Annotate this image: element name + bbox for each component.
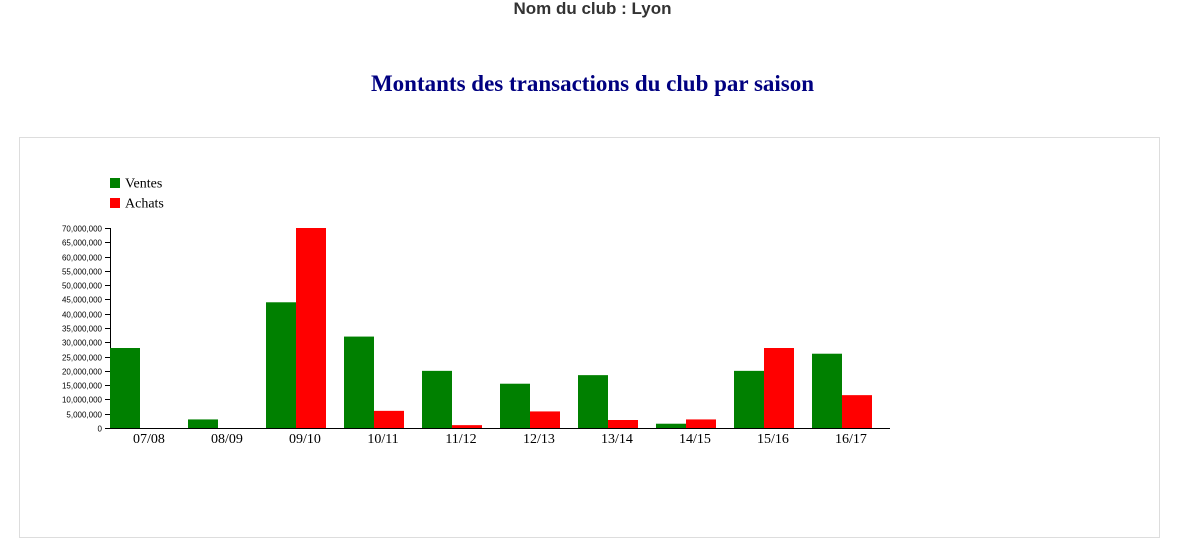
x-tick-label-4: 11/12 [445, 432, 476, 447]
y-tick-label-4: 20,000,000 [62, 368, 103, 377]
bars [110, 228, 872, 428]
x-tick-label-3: 10/11 [367, 432, 398, 447]
bar-achats-2 [296, 228, 326, 428]
y-tick-label-2: 10,000,000 [62, 396, 103, 405]
x-axis: 07/08 08/09 09/10 10/11 11/12 12/13 13/14 14/15… [110, 428, 890, 447]
y-tick-label-13: 65,000,000 [62, 239, 103, 248]
x-tick-label-6: 13/14 [601, 432, 633, 447]
chart-panel [19, 137, 1160, 538]
bar-achats-5 [530, 411, 560, 428]
y-tick-label-9: 45,000,000 [62, 296, 103, 305]
x-tick-label-9: 16/17 [835, 432, 867, 447]
legend-swatch-0 [110, 178, 120, 188]
bar-ventes-2 [266, 302, 296, 428]
legend-label-0: Ventes [125, 177, 162, 192]
y-tick-label-10: 50,000,000 [62, 282, 103, 291]
y-tick-label-14: 70,000,000 [62, 225, 103, 234]
bar-ventes-8 [734, 370, 764, 428]
club-name-heading: Nom du club : Lyon [513, 0, 672, 18]
bar-ventes-4 [422, 370, 452, 428]
bar-ventes-1 [188, 419, 218, 428]
bar-achats-9 [842, 395, 872, 428]
bar-ventes-0 [110, 348, 140, 428]
y-tick-label-6: 30,000,000 [62, 339, 103, 348]
x-tick-label-2: 09/10 [289, 432, 321, 447]
bar-achats-4 [452, 425, 482, 428]
x-tick-label-7: 14/15 [679, 432, 711, 447]
x-tick-label-1: 08/09 [211, 432, 243, 447]
y-tick-label-11: 55,000,000 [62, 268, 103, 277]
bar-achats-3 [374, 410, 404, 428]
y-tick-label-0: 0 [98, 425, 103, 434]
y-tick-label-5: 25,000,000 [62, 354, 103, 363]
y-tick-label-12: 60,000,000 [62, 254, 103, 263]
x-tick-label-8: 15/16 [757, 432, 789, 447]
bar-ventes-7 [656, 423, 686, 428]
y-tick-label-1: 5,000,000 [66, 411, 102, 420]
bar-ventes-3 [344, 336, 374, 428]
bar-achats-7 [686, 419, 716, 428]
y-tick-label-8: 40,000,000 [62, 311, 103, 320]
bar-ventes-5 [500, 383, 530, 428]
legend: Ventes Achats [110, 177, 164, 212]
x-tick-label-5: 12/13 [523, 432, 555, 447]
bar-ventes-9 [812, 353, 842, 428]
y-tick-label-7: 35,000,000 [62, 325, 103, 334]
bar-achats-8 [764, 348, 794, 428]
chart-title: Montants des transactions du club par sa… [370, 71, 815, 96]
y-axis: 0 5,000,000 10,000,000 15,000,000 20,000,000… [62, 225, 111, 434]
y-tick-label-3: 15,000,000 [62, 382, 103, 391]
legend-swatch-1 [110, 198, 120, 208]
bar-ventes-6 [578, 375, 608, 428]
legend-label-1: Achats [125, 197, 164, 212]
x-tick-label-0: 07/08 [133, 432, 165, 447]
bar-achats-6 [608, 420, 638, 428]
